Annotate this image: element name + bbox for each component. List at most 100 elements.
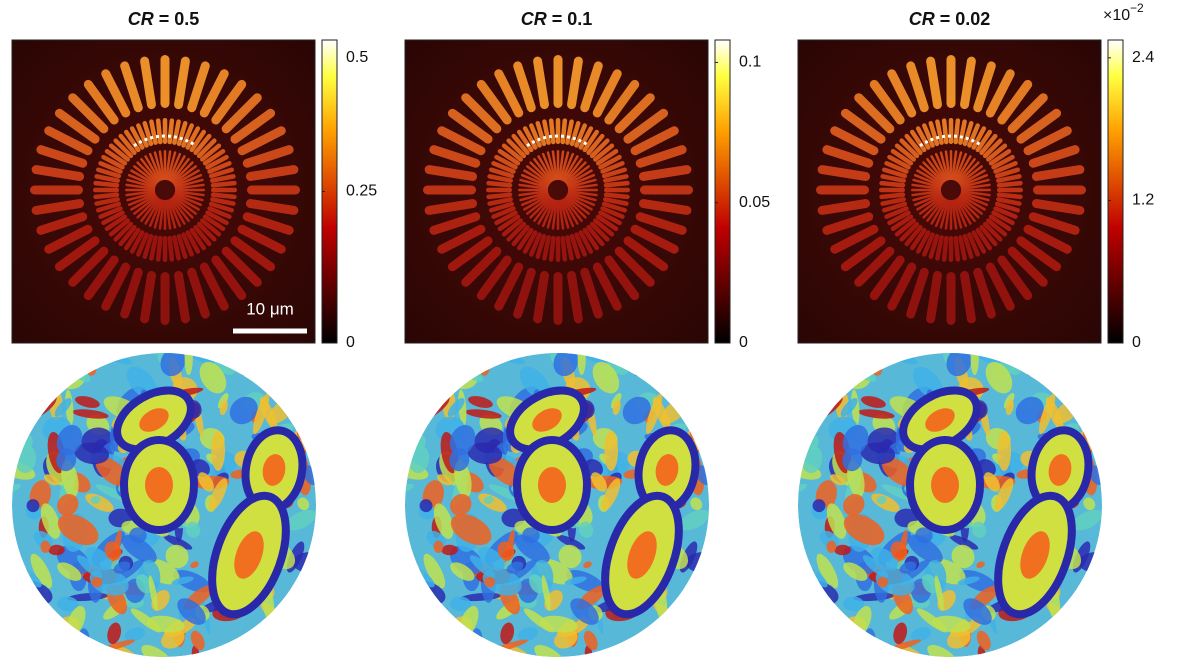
ring-bar [911, 188, 941, 192]
ring-bar [424, 165, 478, 181]
ring-bar [245, 199, 299, 215]
phase-blob [1013, 644, 1030, 657]
ring-bar [172, 195, 197, 215]
ring-bar [909, 129, 927, 153]
ring-bar [603, 192, 630, 200]
ring-bar [953, 118, 961, 145]
colorbar-tick-label: 0 [346, 334, 355, 351]
phase-blob [851, 389, 860, 426]
ring-bar [173, 169, 200, 186]
phase-blob [465, 409, 502, 419]
ring-bar [953, 235, 961, 262]
ring-bar [166, 199, 177, 229]
phase-blob [107, 622, 122, 645]
ring-bar [941, 235, 949, 262]
ring-bar [140, 197, 160, 222]
ring-bar [140, 158, 160, 183]
ring-bar [816, 185, 869, 195]
ring-bar [603, 180, 630, 188]
phase-blob [448, 356, 469, 384]
ring-bar [555, 118, 561, 144]
phase-blob [1075, 610, 1101, 633]
ring-bar [997, 255, 1033, 301]
phase-blob [829, 474, 846, 486]
ring-bar [155, 235, 163, 262]
ring-bar [535, 121, 547, 147]
ring-bar [526, 195, 551, 215]
ring-bar [242, 212, 294, 235]
title-variable: CR [909, 9, 935, 29]
phase-blob [699, 413, 709, 432]
ring-bar [912, 178, 942, 189]
ring-bar [986, 143, 1008, 162]
ring-bar [169, 155, 186, 182]
ring-bar [958, 235, 967, 261]
phase-blob [564, 576, 587, 585]
phase-blob [406, 376, 422, 397]
ring-bar [136, 232, 149, 257]
phase-blob [832, 635, 861, 656]
ring-bar [108, 143, 130, 162]
phase-blob [592, 361, 620, 394]
ring-bar [830, 126, 879, 156]
ring-bar [880, 197, 906, 206]
ring-bar [153, 151, 164, 181]
ring-bar [1007, 93, 1048, 134]
ring-bar [529, 161, 552, 184]
ring-bar [148, 199, 162, 228]
phase-blob [1062, 354, 1090, 379]
phase-blob [798, 358, 824, 393]
phase-blob [840, 398, 858, 417]
ring-bar [237, 224, 286, 254]
phase-blob [199, 361, 227, 394]
ring-bar [546, 199, 557, 229]
ring-bar [948, 236, 954, 262]
ring-bar [486, 180, 513, 188]
ring-bar [997, 187, 1023, 193]
ring-bar [913, 173, 942, 187]
ring-bar [971, 126, 987, 150]
amplitude-image [404, 39, 709, 344]
ring-bar [890, 148, 914, 166]
phase-blob [577, 353, 586, 376]
ring-bar [574, 123, 587, 148]
ring-bar [136, 161, 159, 184]
phase-blob [83, 359, 95, 368]
ring-bar [559, 151, 570, 181]
ring-bar [511, 133, 530, 155]
phase-blob [646, 393, 663, 435]
phase-blob [229, 396, 258, 425]
ring-bar [174, 191, 204, 202]
ring-bar [954, 152, 968, 181]
ring-bar [513, 61, 536, 113]
ring-bar [904, 225, 923, 247]
ring-bar [887, 69, 917, 118]
phase-blob [113, 561, 131, 574]
phase-blob [842, 425, 869, 456]
phase-blob [843, 514, 885, 546]
ring-bar [170, 197, 190, 222]
title-value: = 0.5 [154, 9, 200, 29]
ring-bar [926, 158, 946, 183]
phase-blob [976, 561, 985, 569]
ring-bar [148, 152, 162, 181]
ring-bar [638, 199, 692, 215]
ring-bar [461, 246, 502, 287]
phase-blob [219, 399, 228, 416]
phase-blob [807, 623, 830, 641]
ring-bar [211, 255, 247, 301]
phase-blob [997, 430, 1012, 472]
phase-blob [26, 499, 40, 513]
ring-bar [935, 235, 944, 261]
phase-core [925, 408, 955, 432]
phase-blob [612, 399, 621, 416]
ring-bar [174, 183, 205, 190]
phase-blob [558, 544, 582, 569]
phase-blob [48, 544, 65, 556]
ring-bar [558, 150, 565, 181]
ring-bar [44, 126, 93, 156]
ring-bar [171, 161, 194, 184]
ring-bar [181, 232, 194, 257]
phase-core [262, 454, 286, 486]
phase-image [798, 353, 1102, 657]
